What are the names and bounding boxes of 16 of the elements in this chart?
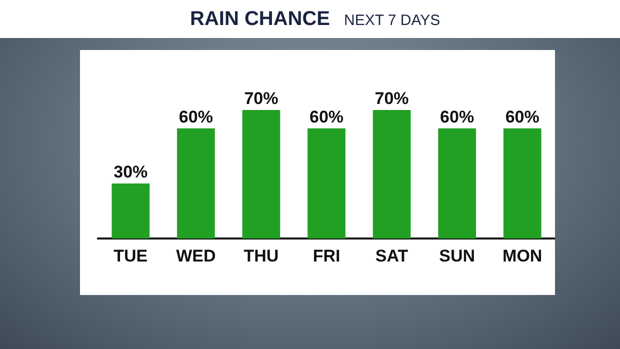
x-tick-label: SUN bbox=[439, 246, 476, 266]
chart-title: RAIN CHANCE bbox=[190, 8, 330, 31]
data-label: 70% bbox=[374, 89, 409, 108]
data-label: 70% bbox=[244, 89, 278, 108]
x-tick-label: MON bbox=[502, 246, 542, 266]
data-label: 60% bbox=[309, 108, 344, 127]
data-label: 60% bbox=[505, 108, 540, 127]
x-tick-label: FRI bbox=[312, 246, 340, 266]
x-tick-label: THU bbox=[244, 246, 279, 266]
chart-subtitle: NEXT 7 DAYS bbox=[344, 12, 440, 29]
x-tick-label: SAT bbox=[375, 246, 409, 266]
data-label: 30% bbox=[114, 162, 148, 182]
data-label: 60% bbox=[440, 108, 474, 127]
x-tick-label: TUE bbox=[114, 246, 148, 266]
data-label: 60% bbox=[178, 108, 213, 127]
x-tick-label: WED bbox=[176, 246, 216, 266]
